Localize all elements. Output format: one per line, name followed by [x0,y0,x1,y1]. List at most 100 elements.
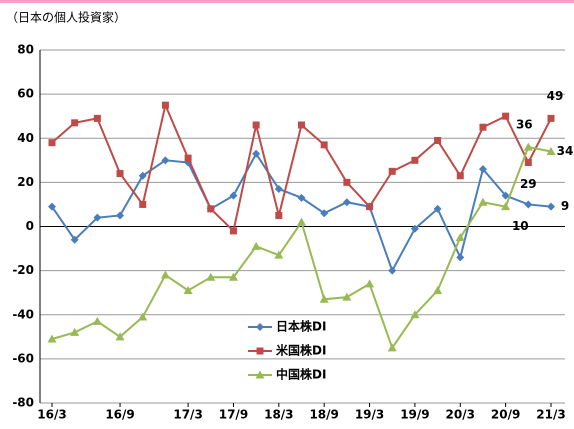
point [161,101,169,109]
top-bar [0,0,574,3]
point [388,266,397,275]
x-tick-label: 18/3 [264,408,293,422]
point [502,112,510,120]
point [251,241,261,250]
point [116,211,125,220]
point [138,312,148,321]
point [547,114,555,122]
legend-label: 日本株DI [276,319,326,334]
point [274,250,284,259]
point [343,178,351,186]
point [433,204,442,213]
point [274,184,283,193]
point [524,159,532,167]
y-tick-label: -20 [12,263,34,277]
point [160,270,170,279]
point [456,172,464,180]
point [183,285,193,294]
point [342,198,351,207]
point [410,224,419,233]
point [456,253,465,262]
point [433,285,443,294]
point [275,211,283,219]
point [47,334,57,343]
y-tick-label: -80 [12,396,34,410]
point [546,146,556,155]
point [207,205,215,213]
chart-subtitle: （日本の個人投資家） [6,10,126,25]
x-tick-label: 20/9 [491,408,520,422]
data-label: 29 [520,177,537,191]
data-label: 10 [512,219,529,233]
point [434,136,442,144]
point [455,233,465,242]
data-label: 49 [547,89,564,103]
x-tick-label: 18/9 [309,408,338,422]
legend-label: 中国株DI [276,367,326,382]
point [411,156,419,164]
point [229,191,238,200]
point [48,202,56,211]
point [478,197,488,206]
point [252,149,261,158]
data-label: 36 [516,118,533,132]
point [388,167,396,175]
y-tick-label: 20 [17,175,34,189]
point [297,193,306,202]
point [501,202,511,211]
legend-marker [256,323,264,331]
point [228,272,238,281]
point [478,165,487,174]
point [184,154,192,162]
x-tick-label: 19/9 [400,408,429,422]
point [115,332,125,341]
point [93,114,101,122]
legend-marker [255,370,265,379]
point [524,200,533,209]
point [387,343,397,352]
point [298,121,305,129]
point [410,310,420,319]
point [70,235,79,244]
point [366,203,374,211]
x-tick-label: 21/3 [536,408,565,422]
legend-label: 米国株DI [276,343,326,358]
point [71,119,79,127]
point [523,142,533,151]
point [320,141,328,149]
x-tick-label: 17/9 [219,408,248,422]
y-tick-label: 40 [17,131,34,145]
point [252,121,260,129]
x-tick-label: 16/3 [37,408,66,422]
point [501,191,510,200]
y-tick-label: 60 [17,87,34,101]
x-tick-label: 19/3 [355,408,384,422]
point [342,292,352,301]
point [206,272,216,281]
point [161,156,170,165]
y-tick-label: 80 [17,43,34,57]
point [92,316,102,325]
y-tick-label: 0 [26,219,34,233]
data-label: 9 [561,199,569,213]
point [116,170,124,178]
point [320,209,329,218]
point [365,279,375,288]
point [48,139,56,147]
legend-marker [256,347,264,355]
y-tick-label: -60 [12,351,34,365]
point [138,171,147,180]
point [139,200,147,208]
data-label: 34 [557,144,574,158]
point [229,227,237,235]
point [297,217,306,226]
point [479,123,487,131]
x-tick-label: 17/3 [173,408,202,422]
point [547,202,555,211]
y-tick-label: -40 [12,307,34,321]
point [93,213,102,222]
x-tick-label: 16/9 [105,408,134,422]
point [319,294,329,303]
x-tick-label: 20/3 [446,408,475,422]
